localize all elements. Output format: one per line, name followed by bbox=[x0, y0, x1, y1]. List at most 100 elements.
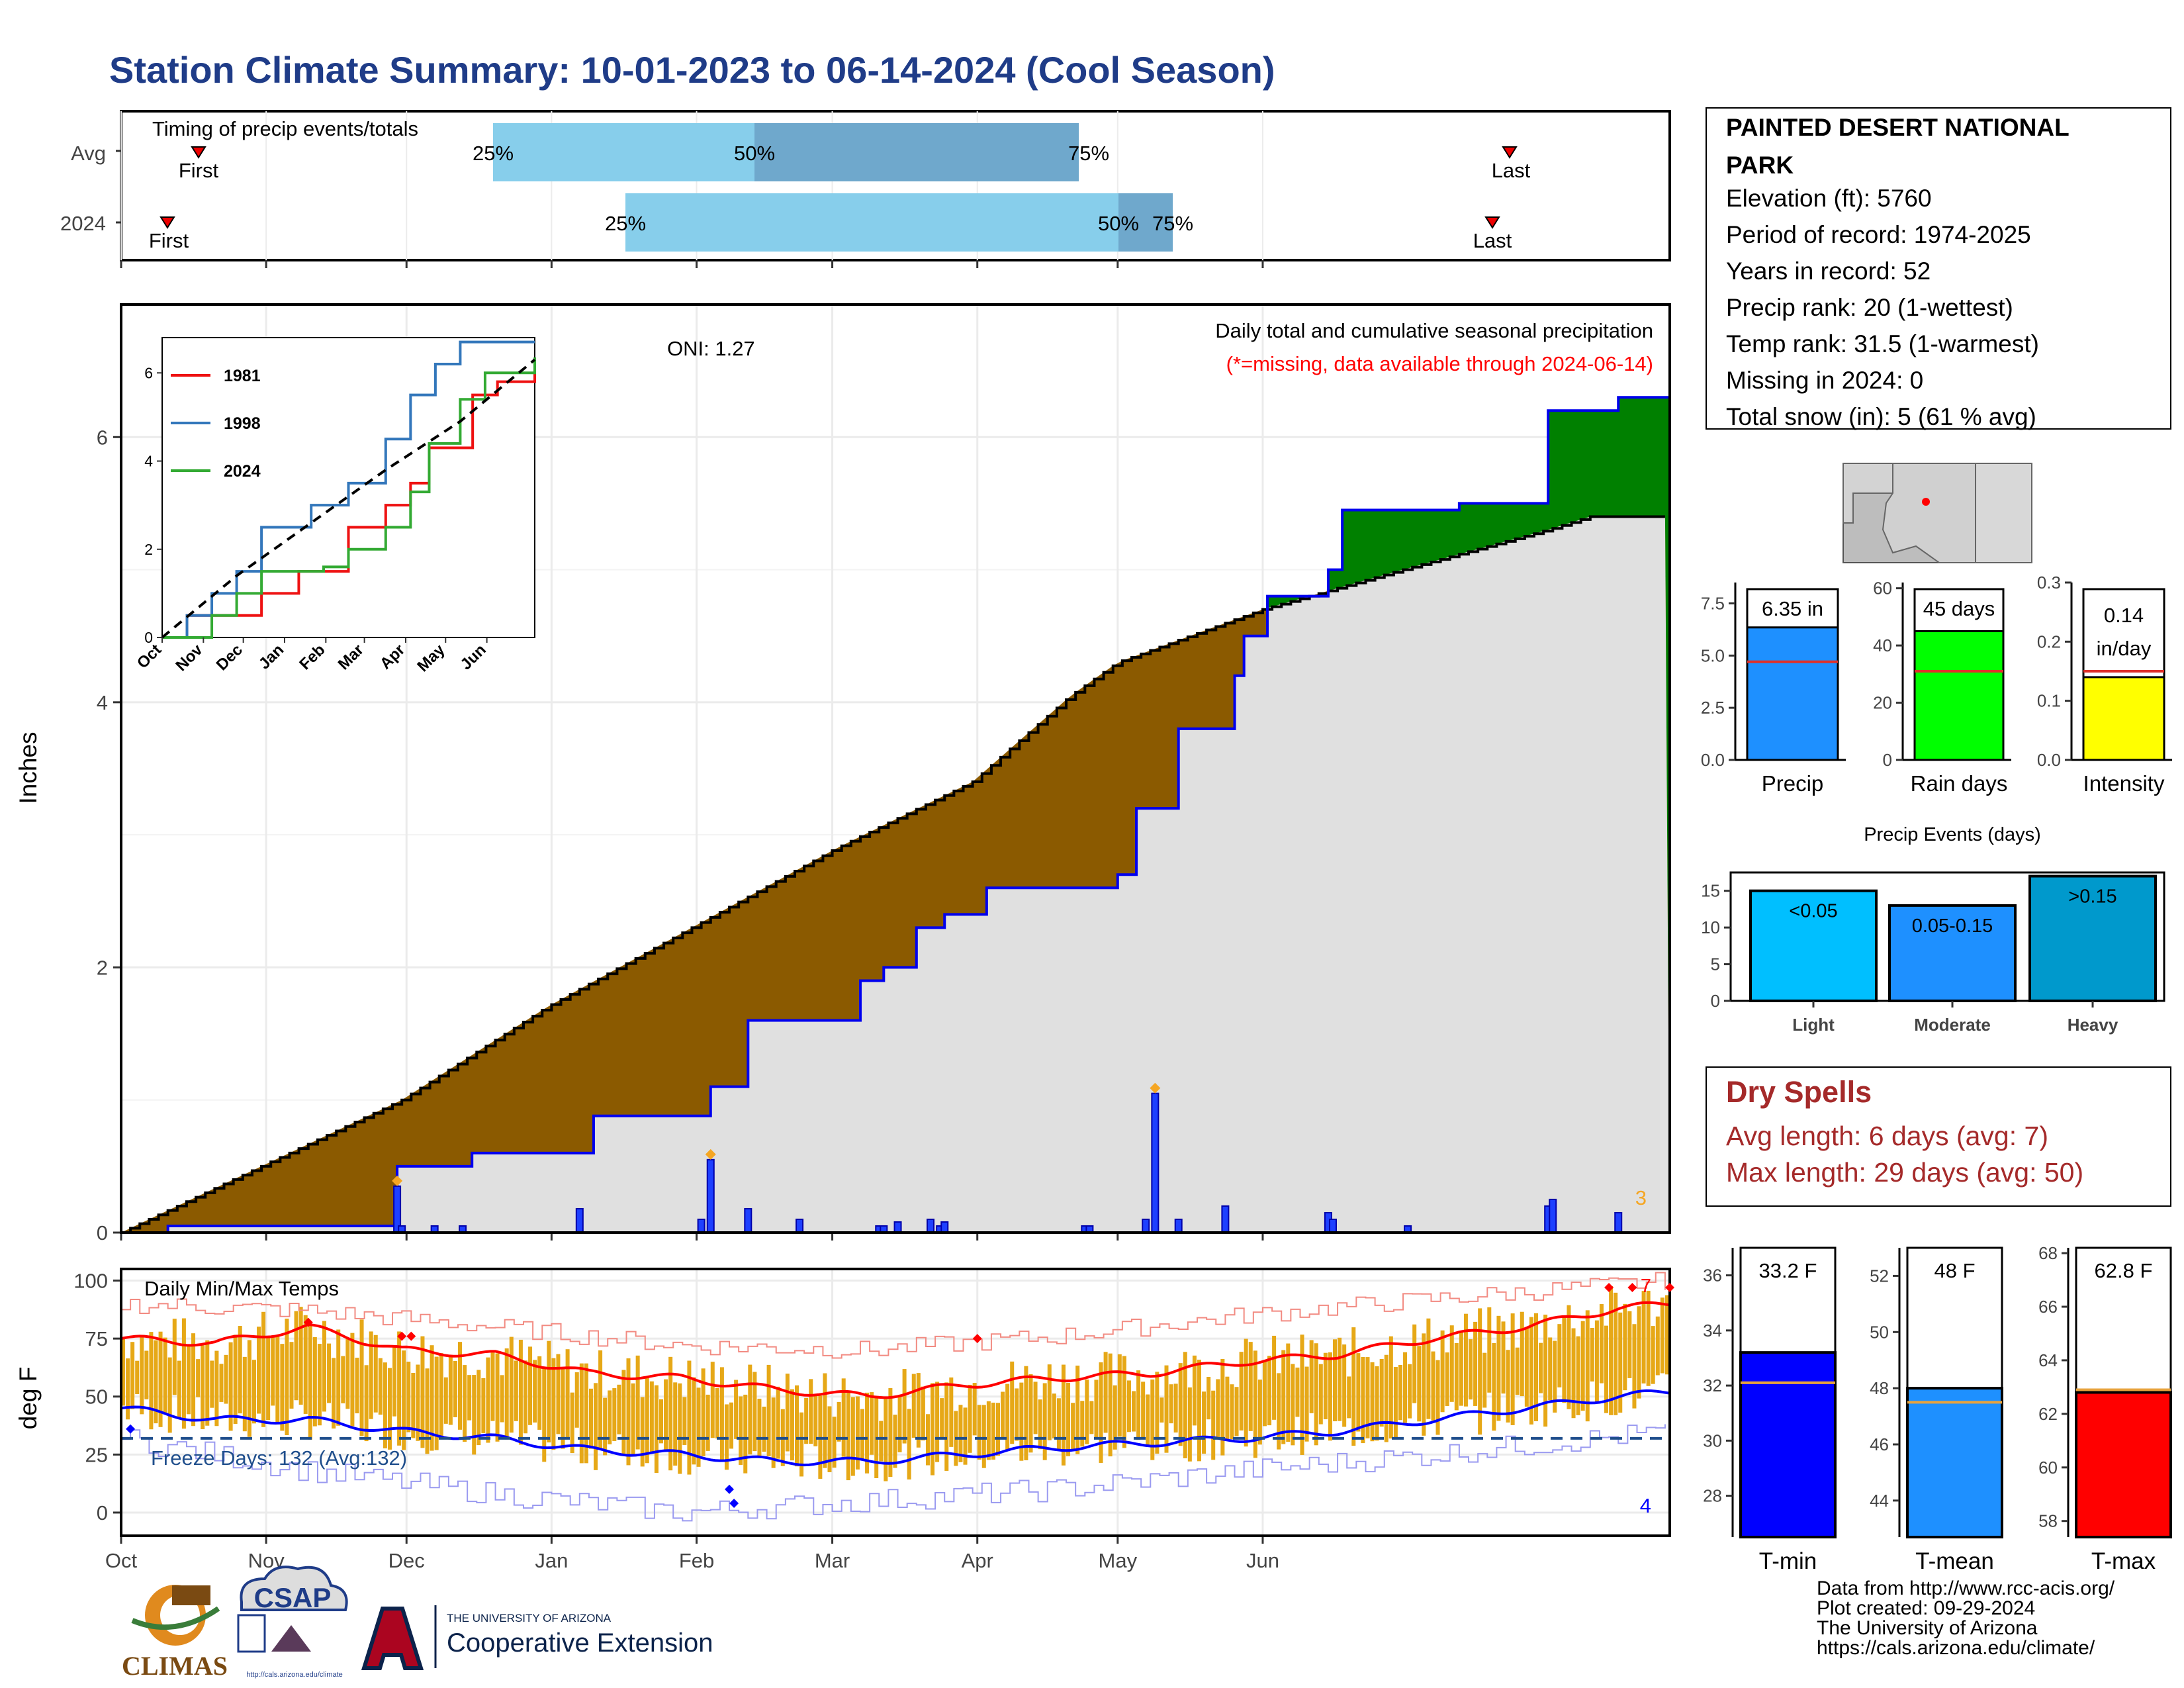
daily-temp-bar bbox=[935, 1382, 940, 1462]
daily-temp-bar bbox=[1113, 1385, 1117, 1450]
daily-temp-bar bbox=[1338, 1337, 1342, 1421]
daily-temp-bar bbox=[1469, 1339, 1473, 1400]
daily-temp-bar bbox=[378, 1358, 383, 1415]
bar-ytick-label: 20 bbox=[1873, 693, 1892, 713]
avg-p25-label: 25% bbox=[473, 142, 514, 165]
daily-temp-bar bbox=[757, 1398, 762, 1457]
daily-temp-bar bbox=[860, 1409, 864, 1461]
main-ytick-label: 4 bbox=[97, 691, 108, 714]
daily-temp-bar bbox=[355, 1358, 359, 1414]
daily-temp-bar bbox=[1047, 1364, 1052, 1440]
daily-temp-bar bbox=[1370, 1362, 1375, 1442]
record-low-marker bbox=[126, 1424, 136, 1434]
timing-label: Timing of precip events/totals bbox=[152, 117, 418, 140]
daily-temp-bar bbox=[968, 1384, 972, 1453]
daily-temp-bar bbox=[1609, 1286, 1614, 1415]
daily-temp-bar bbox=[1365, 1357, 1370, 1438]
daily-temp-bar bbox=[603, 1397, 608, 1456]
daily-temp-bar bbox=[1459, 1331, 1463, 1406]
daily-temp-bar bbox=[1071, 1403, 1075, 1449]
daily-temp-bar bbox=[1426, 1318, 1431, 1419]
station-name-line2: PARK bbox=[1726, 152, 1794, 179]
tbar-ytick-label: 44 bbox=[1870, 1491, 1889, 1511]
smoothed-max-line bbox=[120, 1301, 1670, 1399]
bar-ytick-label: 0.0 bbox=[1701, 750, 1725, 770]
precip-summary-bars: 0.0 2.5 5.0 7.5 6.35 in Precip 0 20 40 60 45 days R… bbox=[1701, 573, 2172, 796]
daily-temp-bar bbox=[336, 1329, 341, 1426]
daily-temp-bar bbox=[1005, 1383, 1010, 1451]
events-ytick-label: 10 bbox=[1701, 917, 1720, 937]
main-caption: Daily total and cumulative seasonal prec… bbox=[1215, 319, 1653, 342]
raindays-value-label: 45 days bbox=[1923, 597, 1995, 620]
daily-temp-bar bbox=[949, 1377, 954, 1447]
daily-temp-bar bbox=[327, 1343, 332, 1403]
daily-precip-bar bbox=[1614, 1211, 1623, 1234]
daily-temp-bar bbox=[1543, 1314, 1548, 1427]
daily-temp-bar bbox=[771, 1397, 776, 1468]
daily-temp-bar bbox=[490, 1352, 495, 1421]
daily-temp-bar bbox=[678, 1383, 682, 1474]
daily-temp-bar bbox=[1482, 1352, 1487, 1408]
daily-temp-bar bbox=[523, 1360, 527, 1434]
daily-temp-bar bbox=[687, 1360, 692, 1475]
daily-temp-bar bbox=[921, 1386, 925, 1440]
tbar-ytick-label: 28 bbox=[1703, 1486, 1722, 1506]
daily-temp-bar bbox=[621, 1370, 626, 1456]
events-category-label: Moderate bbox=[1914, 1015, 1991, 1035]
tbar-ytick-label: 60 bbox=[2038, 1458, 2058, 1477]
daily-temp-bar bbox=[1646, 1290, 1651, 1386]
daily-temp-bar bbox=[140, 1335, 144, 1415]
daily-temp-bar bbox=[528, 1346, 533, 1425]
daily-temp-bar bbox=[1599, 1304, 1604, 1383]
daily-temp-bar bbox=[1089, 1401, 1094, 1434]
daily-temp-bar bbox=[1403, 1352, 1408, 1423]
station-period: Period of record: 1974-2025 bbox=[1726, 221, 2031, 248]
station-precip-rank: Precip rank: 20 (1-wettest) bbox=[1726, 294, 2013, 321]
daily-temp-bar bbox=[752, 1372, 757, 1452]
bar-ytick-label: 7.5 bbox=[1701, 594, 1725, 614]
events-category-label: Heavy bbox=[2068, 1015, 2118, 1035]
daily-temp-bar bbox=[1533, 1313, 1538, 1421]
tmean-value-label: 48 F bbox=[1934, 1259, 1975, 1282]
daily-temp-bar bbox=[972, 1383, 977, 1436]
daily-temp-bar bbox=[158, 1331, 163, 1427]
tmean-category-label: T-mean bbox=[1915, 1548, 1994, 1574]
daily-temp-bar bbox=[705, 1394, 710, 1451]
daily-temp-bar bbox=[1220, 1358, 1225, 1456]
daily-precip-bar bbox=[744, 1207, 752, 1234]
daily-temp-bar bbox=[392, 1346, 397, 1417]
daily-temp-bar bbox=[1277, 1373, 1281, 1450]
bar-ytick-label: 40 bbox=[1873, 635, 1892, 655]
daily-temp-bar bbox=[1529, 1317, 1533, 1425]
daily-temp-bar bbox=[1548, 1337, 1553, 1401]
daily-temp-bar bbox=[1651, 1326, 1655, 1384]
year-last-label: Last bbox=[1473, 229, 1512, 252]
ua-wordmark-top: THE UNIVERSITY OF ARIZONA bbox=[447, 1612, 612, 1624]
daily-temp-bar bbox=[561, 1368, 565, 1449]
daily-temp-bar bbox=[1010, 1361, 1015, 1444]
events-bar-moderate bbox=[1888, 904, 2017, 1003]
inset-ytick-label: 2 bbox=[144, 541, 153, 558]
bar-ytick-label: 5.0 bbox=[1701, 645, 1725, 665]
tbar-ytick-label: 62 bbox=[2038, 1404, 2058, 1424]
daily-temp-bar bbox=[1192, 1355, 1197, 1426]
raindays-category-label: Rain days bbox=[1911, 771, 2008, 796]
daily-temp-bar bbox=[799, 1412, 804, 1477]
daily-temp-bar bbox=[238, 1326, 242, 1414]
daily-temp-bar bbox=[766, 1364, 771, 1456]
daily-temp-bar bbox=[1384, 1354, 1388, 1442]
temp-ytick-label: 100 bbox=[73, 1270, 108, 1293]
daily-precip-bar bbox=[697, 1218, 705, 1234]
daily-temp-bar bbox=[1585, 1310, 1590, 1422]
csap-url: http://cals.arizona.edu/climate bbox=[246, 1671, 343, 1679]
temp-ytick-label: 0 bbox=[97, 1501, 108, 1524]
inset-legend-label: 2024 bbox=[224, 462, 261, 481]
daily-temp-bar bbox=[1655, 1316, 1660, 1376]
daily-temp-bar bbox=[242, 1356, 247, 1432]
daily-temp-bar bbox=[1412, 1324, 1417, 1403]
daily-precip-bar bbox=[1174, 1218, 1183, 1234]
daily-precip-bar bbox=[1328, 1218, 1337, 1234]
daily-temp-bar bbox=[855, 1396, 860, 1470]
daily-temp-bar bbox=[1660, 1297, 1664, 1374]
